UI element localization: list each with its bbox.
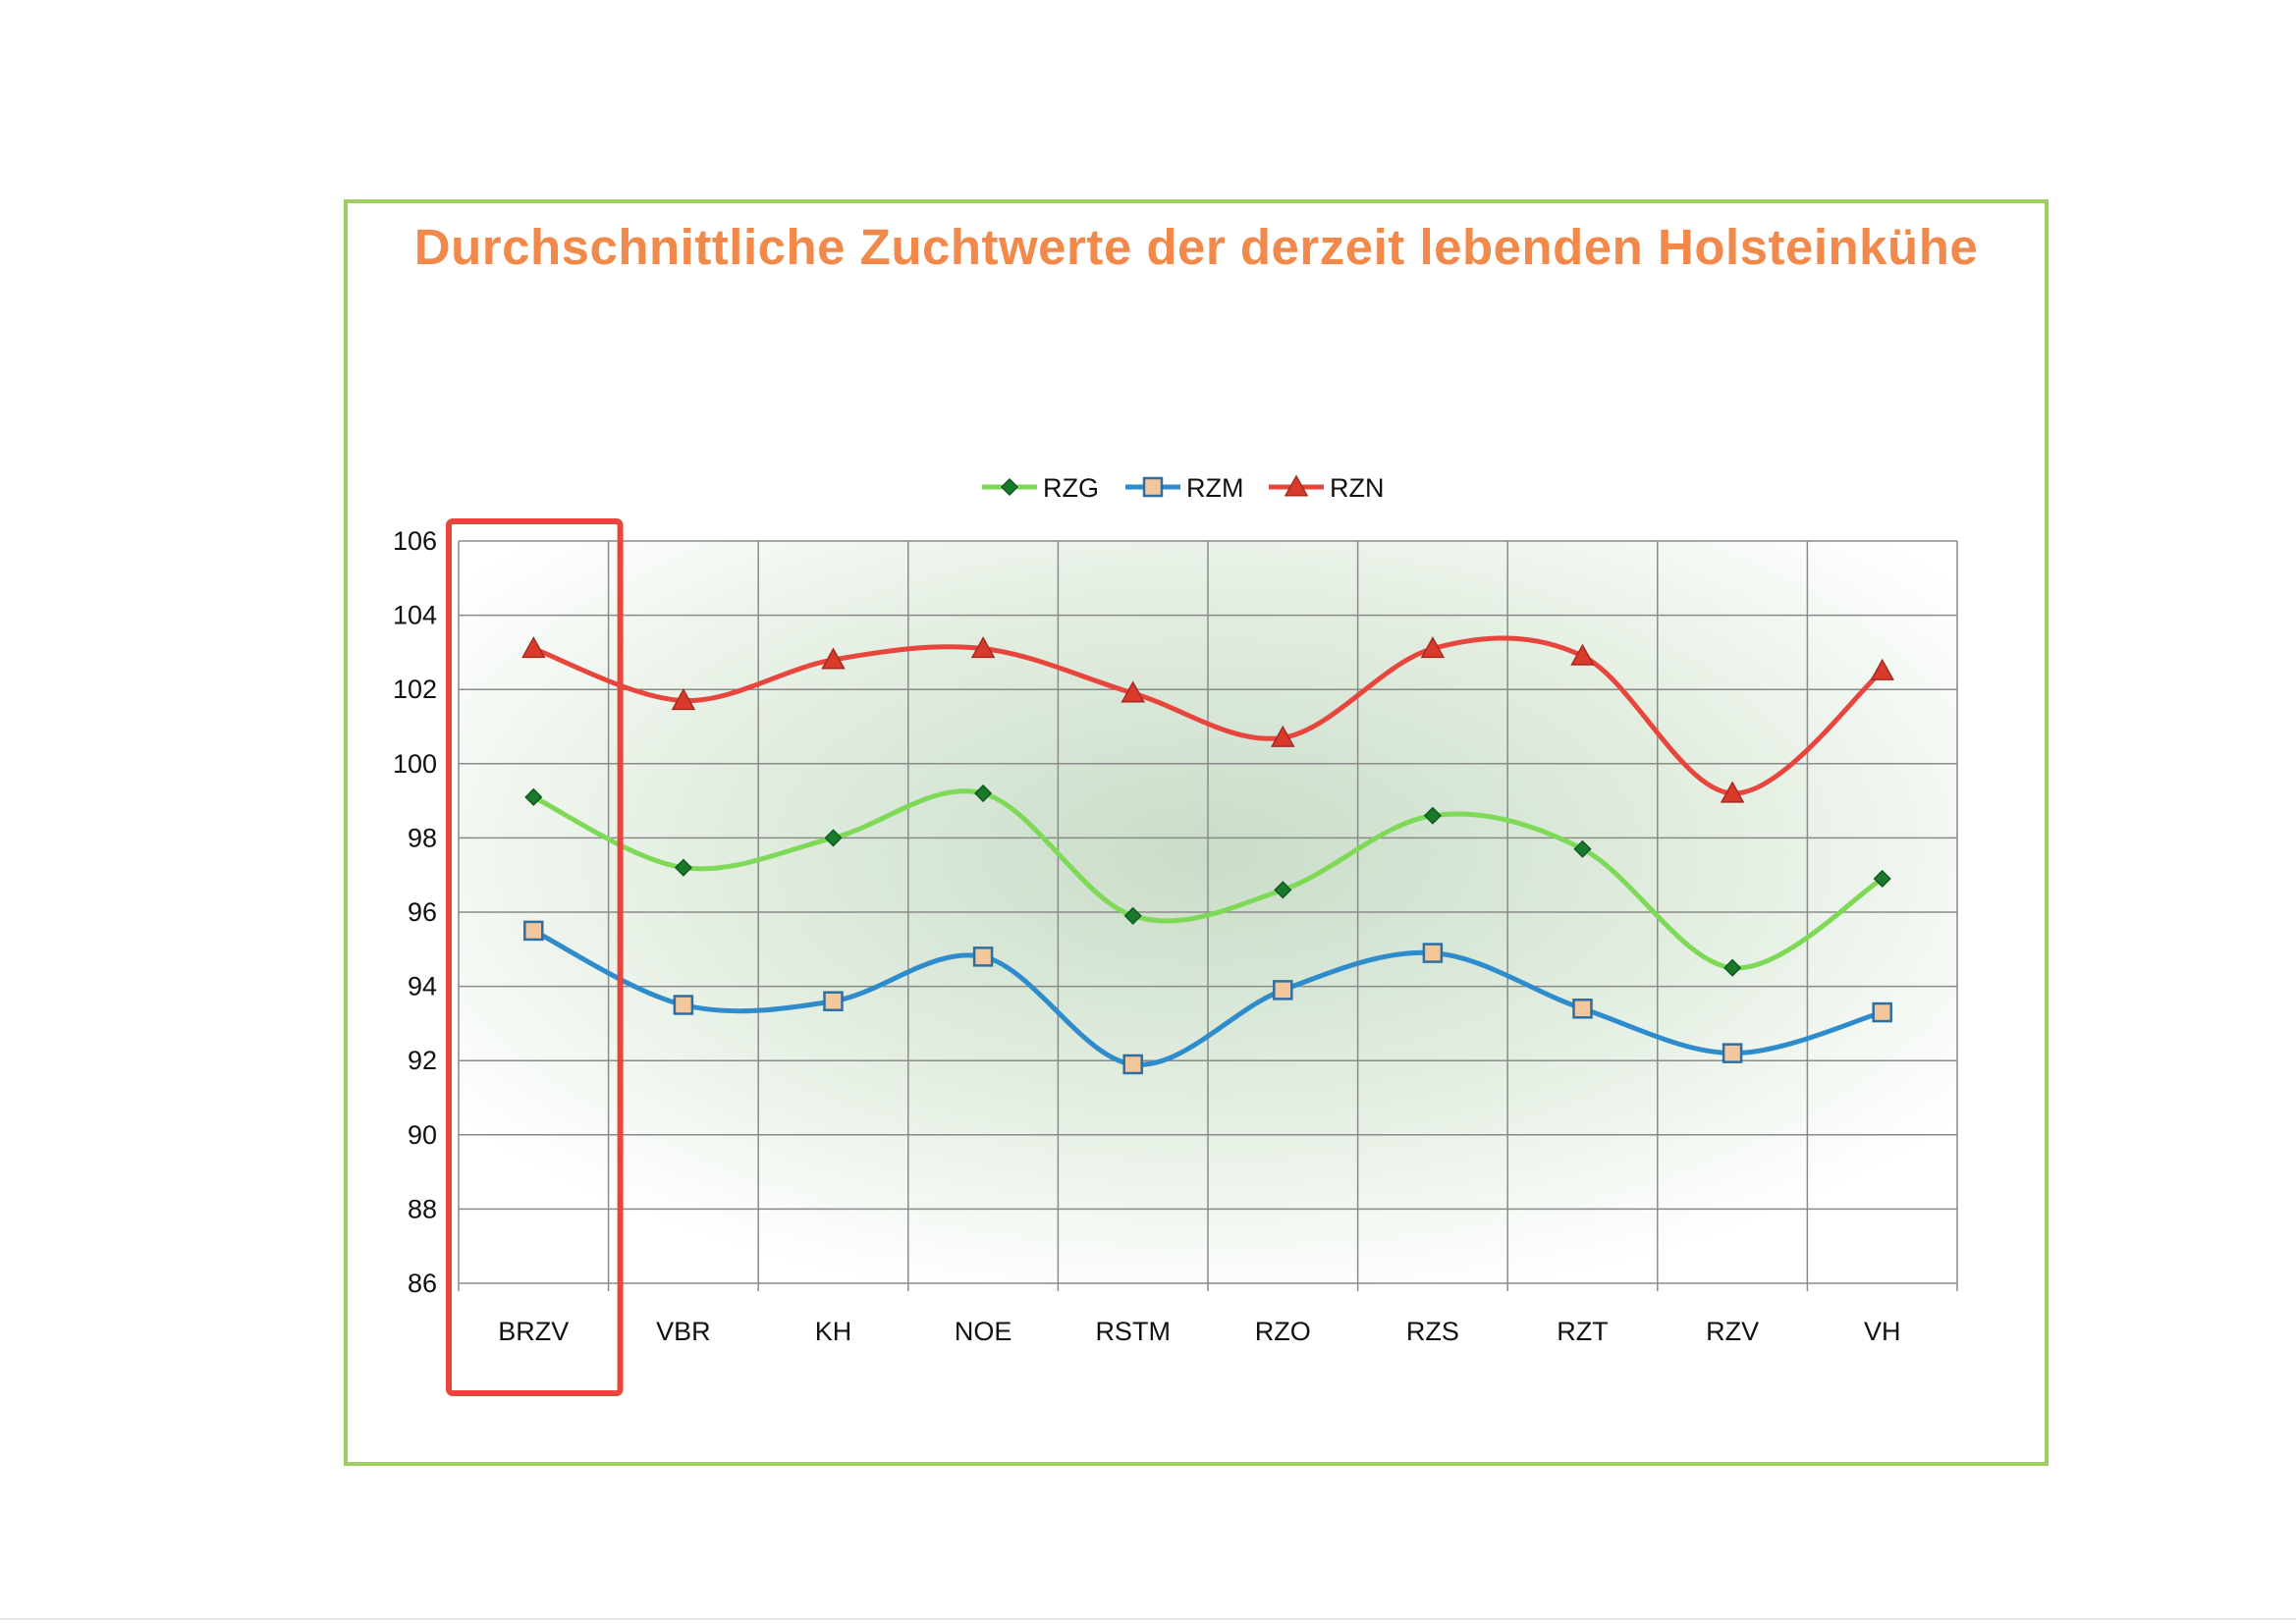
data-point-rzn-rstm — [1121, 680, 1145, 703]
series-line-rzn — [532, 635, 1885, 796]
legend-label-rzg: RZG — [1043, 473, 1099, 503]
y-tick-label: 98 — [408, 823, 437, 852]
x-tick-label: VH — [1864, 1317, 1901, 1346]
data-point-rzn-rzo — [1271, 725, 1295, 747]
x-tick-label: RZS — [1406, 1317, 1459, 1346]
x-tick-label: VBR — [656, 1317, 711, 1346]
legend-label-rzn: RZN — [1330, 473, 1385, 503]
data-point-rzg-rstm — [1123, 906, 1142, 925]
data-point-rzg-kh — [824, 829, 843, 847]
y-tick-label: 86 — [408, 1269, 437, 1298]
data-point-rzn-rzt — [1570, 643, 1595, 666]
data-point-rzg-rzo — [1274, 881, 1292, 899]
data-point-rzn-kh — [821, 647, 846, 670]
x-tick-label: RZO — [1255, 1317, 1311, 1346]
data-point-rzm-rzt — [1572, 999, 1593, 1019]
gridlines — [458, 540, 1958, 1291]
data-point-rzn-vbr — [671, 687, 696, 711]
data-point-rzm-kh — [823, 991, 844, 1011]
data-point-rzm-brzv — [523, 920, 544, 942]
x-tick-label: RSTM — [1095, 1317, 1171, 1346]
y-tick-label: 106 — [393, 526, 437, 556]
y-tick-label: 94 — [408, 972, 437, 1001]
x-tick-label: RZV — [1706, 1317, 1759, 1346]
y-tick-label: 96 — [408, 897, 437, 927]
y-tick-label: 100 — [393, 749, 437, 779]
page-edge-rule — [0, 1618, 2296, 1620]
data-point-rzg-vbr — [674, 858, 692, 877]
y-tick-label: 88 — [408, 1194, 437, 1223]
data-point-rzm-rzs — [1422, 943, 1444, 963]
y-tick-label: 104 — [393, 601, 437, 630]
axes: 86 88 90 92 94 96 98 100 102 104 106 BRZV VBR KH NOE RS… — [393, 526, 1901, 1346]
data-point-rzm-rstm — [1122, 1054, 1143, 1075]
series-markers — [521, 636, 1894, 1075]
data-point-rzg-brzv — [524, 787, 543, 806]
data-point-rzn-rzs — [1420, 636, 1446, 659]
data-point-rzm-rzv — [1722, 1043, 1743, 1063]
data-point-rzn-brzv — [521, 636, 546, 659]
x-tick-label: RZT — [1557, 1317, 1608, 1346]
data-point-rzn-noe — [970, 636, 996, 659]
data-point-rzm-vbr — [673, 995, 694, 1015]
data-point-rzg-rzs — [1423, 806, 1442, 825]
data-point-rzg-noe — [974, 784, 993, 803]
highlight-box — [446, 518, 624, 1396]
x-tick-label: NOE — [955, 1317, 1012, 1346]
data-point-rzg-rzv — [1723, 958, 1742, 977]
chart-title: Durchschnittliche Zuchtwerte der derzeit… — [413, 219, 1979, 275]
data-point-rzm-vh — [1872, 1001, 1892, 1023]
series-line-rzm — [532, 928, 1884, 1067]
data-point-rzm-noe — [972, 947, 994, 967]
y-tick-label: 92 — [408, 1046, 437, 1075]
data-point-rzm-rzo — [1273, 980, 1293, 1001]
y-tick-label: 90 — [408, 1120, 437, 1150]
legend-marker-rzn — [1284, 474, 1309, 497]
x-tick-label: BRZV — [498, 1317, 569, 1346]
x-tick-label: KH — [815, 1317, 852, 1346]
data-point-rzn-rzv — [1720, 781, 1745, 803]
data-point-rzn-vh — [1870, 658, 1894, 680]
data-point-rzg-vh — [1873, 869, 1891, 889]
legend-label-rzm: RZM — [1186, 473, 1243, 503]
series-lines — [532, 635, 1885, 1067]
legend: RZG RZM RZN — [982, 473, 1385, 503]
legend-marker-rzm — [1142, 476, 1164, 498]
y-tick-label: 102 — [393, 675, 437, 704]
legend-marker-rzg — [1000, 477, 1019, 497]
series-line-rzg — [532, 788, 1885, 971]
data-point-rzg-rzt — [1573, 839, 1592, 858]
